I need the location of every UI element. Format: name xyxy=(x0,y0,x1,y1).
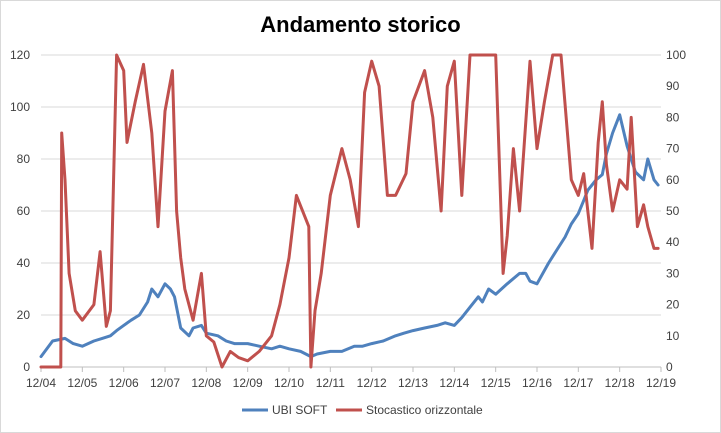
legend-label-2: Stocastico orizzontale xyxy=(366,403,483,417)
x-tick-label: 12/16 xyxy=(522,376,552,390)
x-tick-label: 12/12 xyxy=(357,376,387,390)
y-left-tick-label: 20 xyxy=(17,308,31,322)
y-right-tick-label: 90 xyxy=(666,79,680,93)
chart-title: Andamento storico xyxy=(260,12,461,37)
x-tick-label: 12/11 xyxy=(316,376,345,390)
y-right-tick-label: 70 xyxy=(666,142,680,156)
x-tick-label: 12/17 xyxy=(563,376,593,390)
y-left-tick-label: 120 xyxy=(10,48,30,62)
y-right-tick-label: 80 xyxy=(666,110,680,124)
y-right-tick-label: 30 xyxy=(666,266,680,280)
x-tick-label: 12/10 xyxy=(274,376,304,390)
legend: UBI SOFT Stocastico orizzontale xyxy=(242,403,483,417)
y-right-tick-label: 0 xyxy=(666,360,673,374)
y-right-tick-label: 40 xyxy=(666,235,680,249)
x-tick-label: 12/18 xyxy=(605,376,635,390)
x-tick-label: 12/04 xyxy=(26,376,56,390)
y-right-tick-label: 20 xyxy=(666,298,680,312)
y-left-tick-label: 80 xyxy=(17,152,31,166)
series-line-1 xyxy=(39,113,660,359)
x-tick-label: 12/08 xyxy=(191,376,221,390)
x-tick-label: 12/19 xyxy=(646,376,676,390)
y-left-tick-label: 0 xyxy=(23,360,30,374)
x-tick-label: 12/14 xyxy=(439,376,469,390)
y-left-tick-label: 100 xyxy=(10,100,30,114)
x-tick-label: 12/15 xyxy=(481,376,511,390)
axes: 0 20 40 60 80 100 120 0 10 20 30 40 50 60 70 80 90 100 12/… xyxy=(10,48,686,390)
x-tick-label: 12/13 xyxy=(398,376,428,390)
y-right-tick-label: 10 xyxy=(666,329,680,343)
series-lines xyxy=(39,53,660,369)
series-line-2 xyxy=(39,53,660,369)
y-left-tick-label: 40 xyxy=(17,256,31,270)
x-tick-label: 12/07 xyxy=(150,376,180,390)
y-right-tick-label: 100 xyxy=(666,48,686,62)
x-tick-label: 12/05 xyxy=(67,376,97,390)
y-right-tick-label: 60 xyxy=(666,173,680,187)
y-left-tick-label: 60 xyxy=(17,204,31,218)
legend-label-1: UBI SOFT xyxy=(272,403,328,417)
x-tick-label: 12/06 xyxy=(109,376,139,390)
x-tick-label: 12/09 xyxy=(233,376,263,390)
y-right-tick-label: 50 xyxy=(666,204,680,218)
